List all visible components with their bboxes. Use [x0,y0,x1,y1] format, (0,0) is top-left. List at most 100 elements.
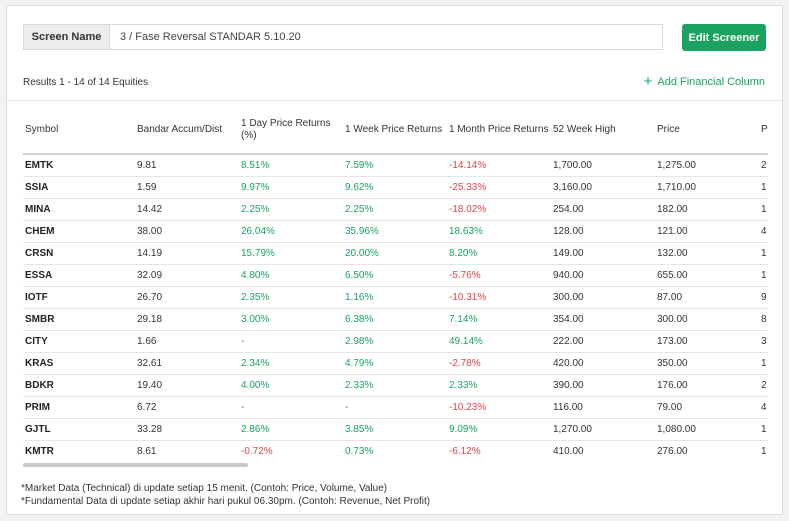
table-row[interactable]: IOTF 26.70 2.35% 1.16% -10.31% 300.00 87.00 9 [23,286,768,309]
column-header[interactable]: 52 Week High [551,106,655,155]
results-count: Results 1 - 14 of 14 Equities [23,77,149,88]
table-cell: 1,080.00 [655,418,759,441]
column-header[interactable]: 1 Week Price Returns [343,106,447,155]
table-row[interactable]: SSIA 1.59 9.97% 9.62% -25.33% 3,160.00 1,710.0… [23,176,768,199]
table-cell: 354.00 [551,308,655,331]
results-table-container[interactable]: Symbol Bandar Accum/Dist 1 Day Price Retur… [23,106,768,462]
table-cell: 2.25% [239,198,343,221]
divider [7,100,782,101]
column-header[interactable]: Bandar Accum/Dist [135,106,239,155]
table-row[interactable]: ESSA 32.09 4.80% 6.50% -5.76% 940.00 655.00 1 [23,264,768,287]
table-header-row: Symbol Bandar Accum/Dist 1 Day Price Retur… [23,106,768,155]
table-cell: 1 [759,440,768,462]
table-cell: 14.19 [135,242,239,265]
table-cell: 121.00 [655,220,759,243]
horizontal-scrollbar[interactable] [23,463,248,467]
table-cell: 3 [759,330,768,353]
table-cell: 254.00 [551,198,655,221]
table-row[interactable]: CRSN 14.19 15.79% 20.00% 8.20% 149.00 132.00 1 [23,242,768,265]
table-cell: 2.35% [239,286,343,309]
table-cell: 940.00 [551,264,655,287]
add-financial-column-button[interactable]: + Add Financial Column [644,74,765,89]
table-cell: 420.00 [551,352,655,375]
symbol-cell[interactable]: CRSN [23,242,135,265]
table-row[interactable]: SMBR 29.18 3.00% 6.38% 7.14% 354.00 300.00 8 [23,308,768,331]
symbol-cell[interactable]: SMBR [23,308,135,331]
table-cell: 1,710.00 [655,176,759,199]
table-cell: 0.73% [343,440,447,462]
column-header[interactable]: 1 Day Price Returns (%) [239,106,343,155]
table-row[interactable]: BDKR 19.40 4.00% 2.33% 2.33% 390.00 176.00 2 [23,374,768,397]
table-row[interactable]: EMTK 9.81 8.51% 7.59% -14.14% 1,700.00 1,275.0… [23,154,768,177]
screen-name-field[interactable]: 3 / Fase Reversal STANDAR 5.10.20 [110,24,663,50]
table-cell: 4.79% [343,352,447,375]
table-cell: 35.96% [343,220,447,243]
symbol-cell[interactable]: MINA [23,198,135,221]
table-cell: 9.81 [135,154,239,177]
symbol-cell[interactable]: CHEM [23,220,135,243]
table-cell: -25.33% [447,176,551,199]
table-cell: 29.18 [135,308,239,331]
table-row[interactable]: KRAS 32.61 2.34% 4.79% -2.78% 420.00 350.00 1 [23,352,768,375]
symbol-cell[interactable]: ESSA [23,264,135,287]
symbol-cell[interactable]: GJTL [23,418,135,441]
table-cell: -2.78% [447,352,551,375]
table-cell: 300.00 [551,286,655,309]
table-cell: -6.12% [447,440,551,462]
screen-name-row: Screen Name 3 / Fase Reversal STANDAR 5.… [23,24,663,50]
table-cell: 79.00 [655,396,759,419]
table-cell: 1.16% [343,286,447,309]
table-cell: 1 [759,264,768,287]
table-cell: 87.00 [655,286,759,309]
table-row[interactable]: KMTR 8.61 -0.72% 0.73% -6.12% 410.00 276.00 1 [23,440,768,462]
table-row[interactable]: CITY 1.66-2.98% 49.14% 222.00 173.00 3 [23,330,768,353]
table-cell: 410.00 [551,440,655,462]
column-header[interactable]: Symbol [23,106,135,155]
table-row[interactable]: GJTL 33.28 2.86% 3.85% 9.09% 1,270.00 1,080.00… [23,418,768,441]
table-cell: 9 [759,286,768,309]
table-cell: 6.50% [343,264,447,287]
edit-screener-button[interactable]: Edit Screener [682,24,766,51]
table-cell: 8.51% [239,154,343,177]
table-cell: 14.42 [135,198,239,221]
symbol-cell[interactable]: CITY [23,330,135,353]
symbol-cell[interactable]: KMTR [23,440,135,462]
symbol-cell[interactable]: KRAS [23,352,135,375]
table-cell: 1 [759,242,768,265]
table-cell: 32.61 [135,352,239,375]
table-cell: 276.00 [655,440,759,462]
table-cell: 2.98% [343,330,447,353]
symbol-cell[interactable]: PRIM [23,396,135,419]
symbol-cell[interactable]: IOTF [23,286,135,309]
symbol-cell[interactable]: SSIA [23,176,135,199]
table-cell: 1.66 [135,330,239,353]
table-cell: 6.38% [343,308,447,331]
table-row[interactable]: PRIM 6.72- - -10.23% 116.00 79.00 4 [23,396,768,419]
column-header[interactable]: Price [655,106,759,155]
table-cell: 1 [759,198,768,221]
market-data-note: *Market Data (Technical) di update setia… [21,483,388,494]
table-cell: 2 [759,154,768,177]
table-cell: -10.23% [447,396,551,419]
screener-panel: Screen Name 3 / Fase Reversal STANDAR 5.… [6,5,783,515]
table-cell: 655.00 [655,264,759,287]
column-header[interactable]: 1 Month Price Returns [447,106,551,155]
table-cell: 1.59 [135,176,239,199]
table-cell: 4.00% [239,374,343,397]
table-cell: 2.25% [343,198,447,221]
screen-name-label: Screen Name [23,24,110,50]
table-cell: - [343,396,447,419]
symbol-cell[interactable]: BDKR [23,374,135,397]
table-cell: 116.00 [551,396,655,419]
table-row[interactable]: CHEM 38.00 26.04% 35.96% 18.63% 128.00 121.00 4 [23,220,768,243]
table-row[interactable]: MINA 14.42 2.25% 2.25% -18.02% 254.00 182.00 1 [23,198,768,221]
table-cell: 9.62% [343,176,447,199]
table-cell: -10.31% [447,286,551,309]
table-cell: 19.40 [135,374,239,397]
table-cell: -18.02% [447,198,551,221]
table-cell: 6.72 [135,396,239,419]
table-cell: 132.00 [655,242,759,265]
column-header[interactable]: P [759,106,768,155]
symbol-cell[interactable]: EMTK [23,154,135,177]
table-cell: 182.00 [655,198,759,221]
